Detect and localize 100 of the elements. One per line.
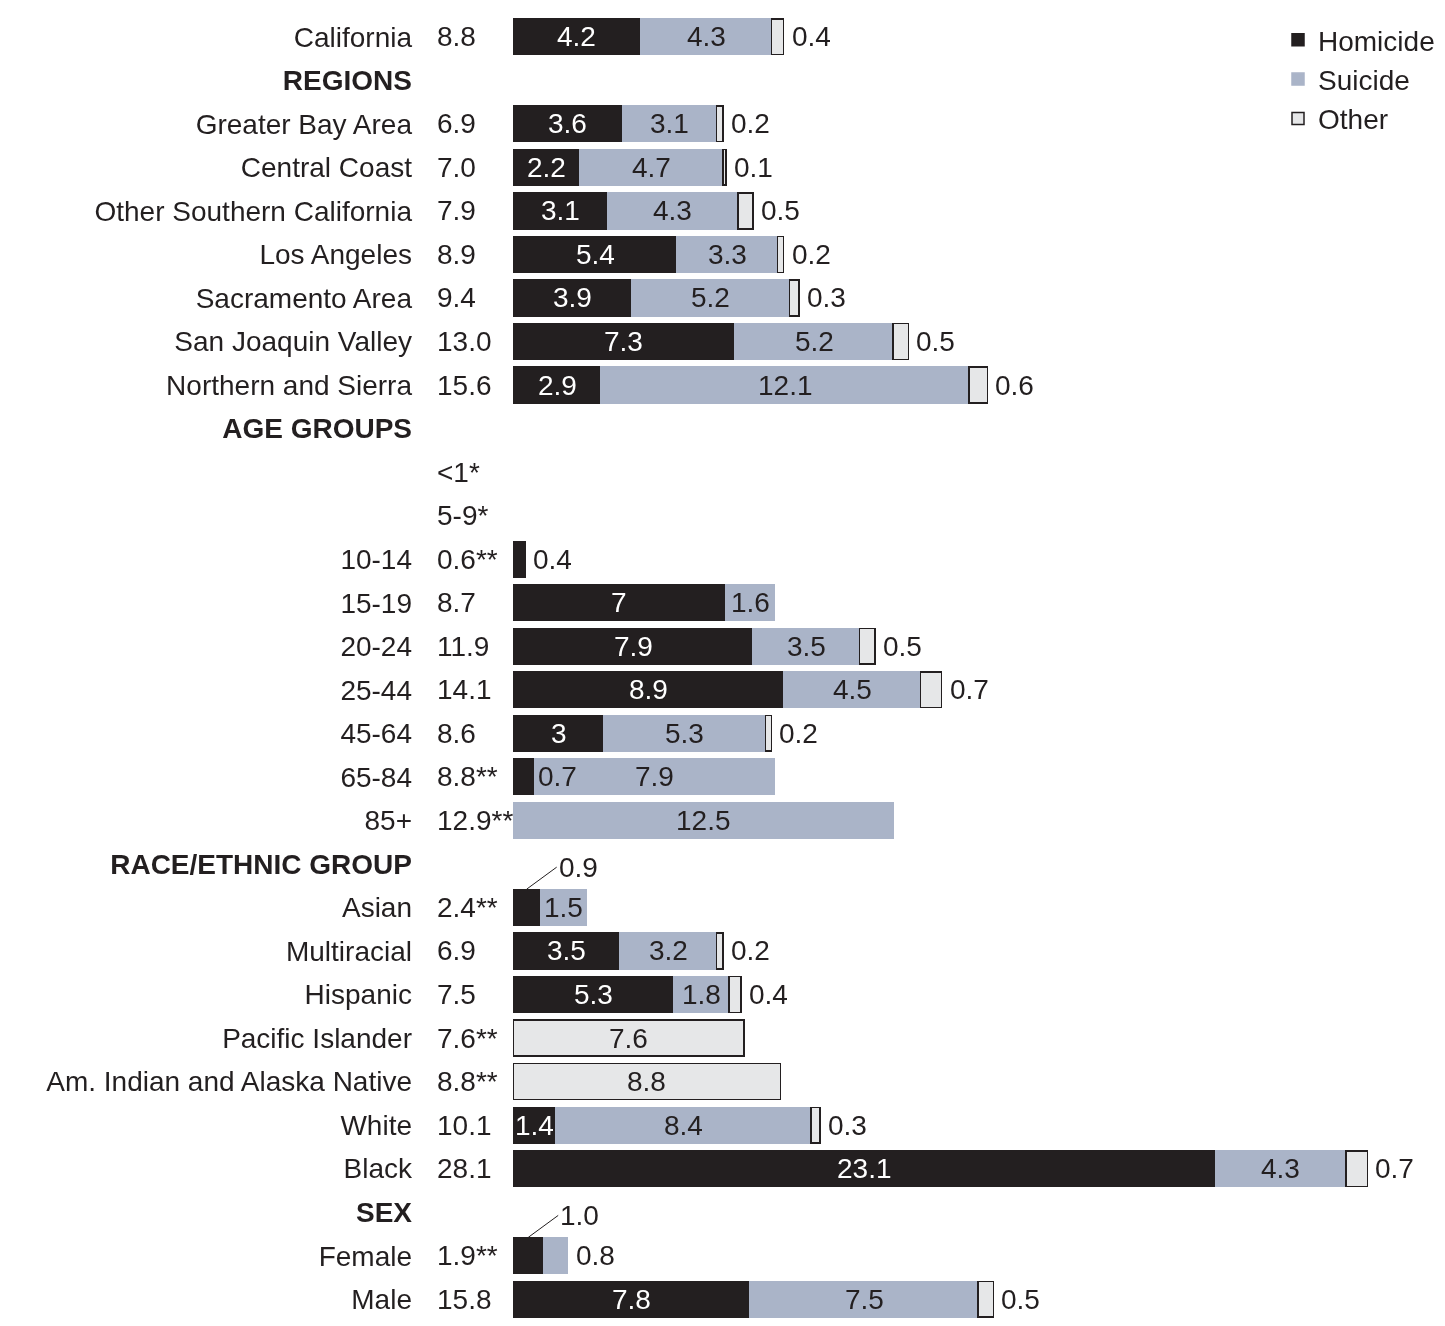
y-tick-label: Pacific Islander xyxy=(222,1022,412,1054)
bar xyxy=(513,105,624,143)
data-label: 7.9 xyxy=(635,761,674,792)
bar xyxy=(728,975,742,1014)
y-tick-label: 20-24 xyxy=(340,631,412,663)
y2-tick-label: 28.1 xyxy=(437,1153,492,1184)
y2-tick-label: 14.1 xyxy=(437,674,492,705)
data-label: 3.2 xyxy=(649,935,688,966)
data-label: 3 xyxy=(551,718,567,749)
bar xyxy=(810,1106,821,1144)
data-label: 1.6 xyxy=(731,587,770,618)
data-label: 7 xyxy=(611,587,627,618)
y2-tick-label: 13.0 xyxy=(437,326,492,357)
data-label: 23.1 xyxy=(837,1153,892,1184)
bar xyxy=(770,18,785,56)
data-label: 3.3 xyxy=(708,239,747,270)
data-label: 4.3 xyxy=(1261,1153,1300,1184)
y2-tick-label: 8.9 xyxy=(437,239,476,270)
data-label: 0.7 xyxy=(538,761,577,792)
bar xyxy=(513,627,754,665)
y2-tick-label: 7.6** xyxy=(437,1023,498,1054)
data-label: 0.3 xyxy=(828,1110,867,1141)
data-label: 7.9 xyxy=(614,631,653,662)
bar xyxy=(513,235,678,274)
bar xyxy=(579,148,724,186)
data-label: 0.5 xyxy=(916,326,955,357)
bar xyxy=(513,540,526,578)
y2-tick-label: 8.8** xyxy=(437,761,498,792)
y-tick-label: Central Coast xyxy=(240,152,413,184)
data-label: 0.2 xyxy=(731,935,770,966)
data-label: 1.5 xyxy=(544,892,583,923)
bar xyxy=(1345,1150,1369,1188)
data-label: 7.5 xyxy=(845,1284,884,1315)
bar xyxy=(621,105,718,143)
y-tick-label: Hispanic xyxy=(304,979,412,1011)
y-tick-label: Asian xyxy=(341,892,412,924)
data-label: 0.5 xyxy=(761,195,800,226)
data-label: 0.2 xyxy=(731,108,770,139)
bar xyxy=(513,366,602,404)
bar xyxy=(513,192,609,230)
legend-label: Other xyxy=(1318,104,1389,136)
bar xyxy=(749,1280,979,1318)
bar xyxy=(618,932,718,970)
data-label: 0.9 xyxy=(559,852,598,883)
y2-tick-label: 8.8** xyxy=(437,1066,498,1097)
data-label: 7.6 xyxy=(609,1023,648,1054)
y-tick-label: Other Southern California xyxy=(94,195,413,227)
bar xyxy=(513,279,633,317)
y2-tick-label: 1.9** xyxy=(437,1240,498,1271)
bar xyxy=(737,192,754,230)
y-tick-label: AGE GROUPS xyxy=(222,413,412,445)
data-label: 1.0 xyxy=(560,1200,599,1231)
y-tick-label: 85+ xyxy=(364,805,412,837)
y2-tick-label: 10.1 xyxy=(437,1110,492,1141)
y-tick-label: Los Angeles xyxy=(259,239,412,271)
data-label: 4.2 xyxy=(557,21,596,52)
bar xyxy=(764,714,773,752)
bar xyxy=(858,627,876,665)
y-tick-label: Multiracial xyxy=(285,935,412,967)
data-label: 2.2 xyxy=(527,152,566,183)
legend-label: Suicide xyxy=(1318,65,1410,97)
bar xyxy=(513,1062,782,1101)
y-tick-label: 65-84 xyxy=(340,761,412,793)
y2-tick-label: <1* xyxy=(437,457,480,488)
bar xyxy=(977,1280,995,1318)
y2-tick-label: 15.8 xyxy=(437,1284,492,1315)
data-label: 0.8 xyxy=(576,1240,615,1271)
bar xyxy=(513,18,642,56)
bar xyxy=(715,105,724,143)
y-tick-label: San Joaquin Valley xyxy=(174,326,412,358)
data-label: 1.8 xyxy=(682,979,721,1010)
bar xyxy=(776,235,785,274)
bar xyxy=(542,1237,569,1275)
y-tick-label: 45-64 xyxy=(340,718,412,750)
bar xyxy=(513,932,621,970)
y-tick-label: 15-19 xyxy=(340,587,412,619)
data-label: 0.3 xyxy=(807,282,846,313)
data-label: 0.4 xyxy=(749,979,788,1010)
bar xyxy=(919,671,943,709)
bar xyxy=(513,714,605,752)
data-label: 4.3 xyxy=(687,21,726,52)
y2-tick-label: 12.9** xyxy=(437,805,514,836)
data-label: 4.7 xyxy=(632,152,671,183)
y2-tick-label: 5-9* xyxy=(437,500,489,531)
bar xyxy=(782,671,922,709)
data-label: 5.4 xyxy=(576,239,615,270)
data-label: 0.1 xyxy=(734,152,773,183)
y2-tick-label: 7.0 xyxy=(437,152,476,183)
data-label: 3.9 xyxy=(553,282,592,313)
y-tick-label: Black xyxy=(343,1153,413,1185)
data-label: 3.5 xyxy=(547,935,586,966)
y2-tick-label: 0.6** xyxy=(437,544,498,575)
y2-tick-label: 11.9 xyxy=(437,631,490,662)
data-label: 5.3 xyxy=(665,718,704,749)
data-label: 0.7 xyxy=(1375,1153,1414,1184)
y2-tick-label: 6.9 xyxy=(437,108,476,139)
y2-tick-label: 15.6 xyxy=(437,370,492,401)
bar xyxy=(513,671,785,709)
y-tick-label: White xyxy=(340,1109,412,1141)
y-tick-label: 10-14 xyxy=(340,543,412,575)
